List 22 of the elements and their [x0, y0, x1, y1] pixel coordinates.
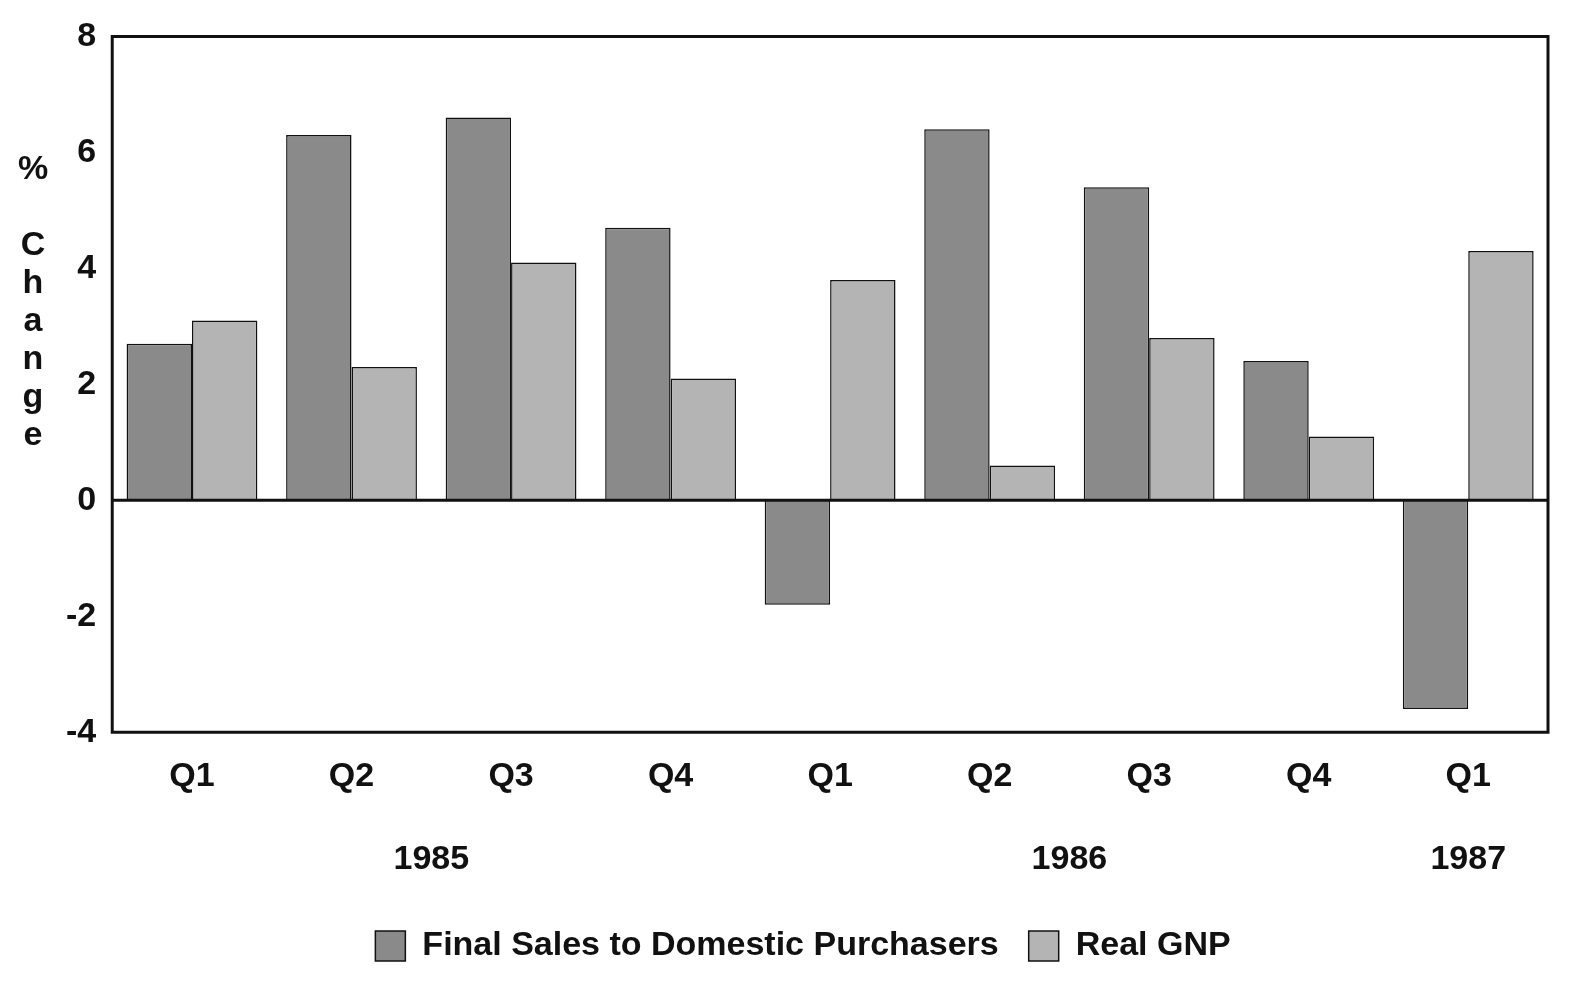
y-tick-label: -2 [66, 594, 97, 633]
x-tick-label: Q1 [1445, 754, 1491, 793]
text: 1987 [1430, 837, 1507, 876]
y-tick-label: 8 [77, 14, 97, 53]
x-tick-label: Q1 [169, 754, 215, 793]
y-tick-label: 6 [77, 130, 97, 169]
y-tick-label: 0 [77, 478, 97, 517]
x-tick-label: Q1 [807, 754, 853, 793]
x-tick-label: Q4 [1286, 754, 1332, 793]
x-tick-label: Q4 [647, 754, 694, 793]
x-tick-label: Q3 [1126, 754, 1172, 793]
legend-label: Final Sales to Domestic Purchasers [422, 924, 999, 963]
x-tick-label: Q2 [328, 754, 375, 793]
text: 1985 [393, 837, 470, 876]
y-tick-label: 2 [77, 362, 97, 401]
legend-label: Real GNP [1075, 924, 1231, 963]
y-tick-label: -4 [66, 710, 97, 749]
x-tick-label: Q2 [966, 754, 1013, 793]
text: 1986 [1031, 837, 1108, 876]
y-tick-label: 4 [77, 246, 97, 285]
x-tick-label: Q3 [488, 754, 534, 793]
y-axis-title: % Change [13, 148, 53, 452]
